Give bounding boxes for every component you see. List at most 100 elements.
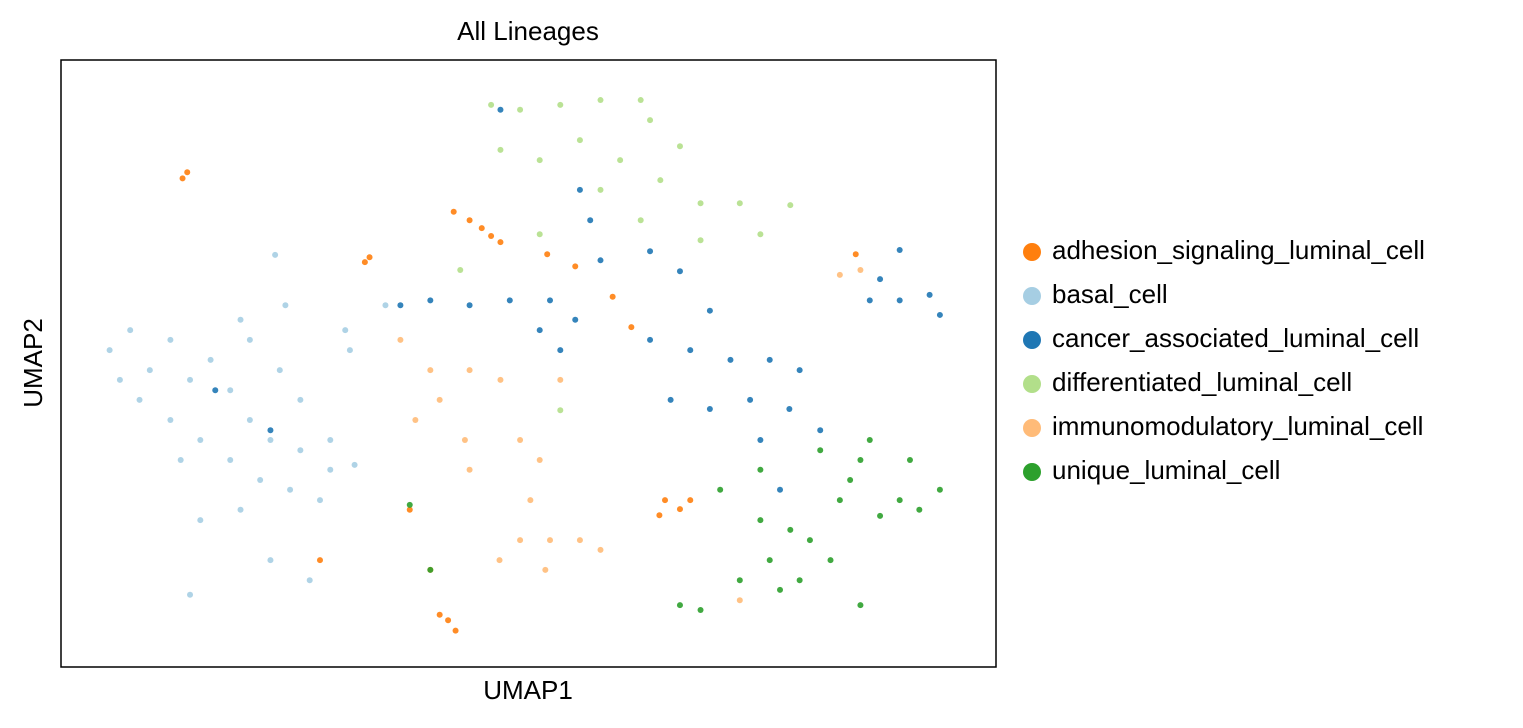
point — [257, 477, 264, 484]
point — [106, 347, 113, 354]
legend-label: adhesion_signaling_luminal_cell — [1052, 235, 1425, 265]
point — [757, 466, 764, 473]
point — [697, 237, 704, 244]
point — [466, 466, 473, 473]
point — [587, 217, 594, 224]
point — [687, 347, 694, 354]
point — [287, 486, 294, 493]
point — [187, 376, 194, 383]
point — [757, 231, 764, 238]
point — [597, 546, 604, 553]
point — [136, 396, 143, 403]
point — [667, 396, 674, 403]
point — [916, 506, 923, 513]
point — [406, 506, 413, 513]
point — [297, 447, 304, 454]
point — [676, 268, 683, 275]
point — [267, 557, 274, 564]
point — [866, 297, 873, 304]
legend-marker — [1023, 463, 1041, 481]
point — [796, 577, 803, 584]
point — [167, 416, 174, 423]
point — [806, 537, 813, 544]
point — [427, 297, 434, 304]
point — [457, 267, 464, 274]
point — [478, 225, 485, 232]
point — [542, 566, 549, 573]
point — [676, 143, 683, 150]
point — [177, 457, 184, 464]
point — [628, 324, 635, 331]
point — [536, 457, 543, 464]
point — [736, 597, 743, 604]
point — [736, 577, 743, 584]
point — [906, 457, 913, 464]
point — [857, 267, 864, 274]
point — [936, 311, 943, 318]
point — [786, 406, 793, 413]
point — [557, 347, 564, 354]
points — [106, 97, 943, 634]
point — [637, 217, 644, 224]
point — [766, 557, 773, 564]
point — [827, 557, 834, 564]
point — [647, 248, 654, 255]
point — [496, 557, 503, 564]
point — [306, 577, 313, 584]
point — [736, 200, 743, 207]
point — [179, 175, 186, 182]
point — [267, 436, 274, 443]
point — [167, 336, 174, 343]
point — [657, 177, 664, 184]
point — [926, 291, 933, 298]
point — [227, 387, 234, 394]
point — [647, 117, 654, 124]
point — [327, 466, 334, 473]
point — [517, 106, 524, 113]
point — [406, 501, 413, 508]
point — [450, 208, 457, 215]
point — [276, 367, 283, 374]
point — [796, 367, 803, 374]
point — [207, 356, 214, 363]
point — [427, 566, 434, 573]
point — [777, 486, 784, 493]
point — [787, 202, 794, 209]
point — [647, 336, 654, 343]
point — [597, 257, 604, 264]
point — [727, 356, 734, 363]
point — [246, 336, 253, 343]
point — [536, 231, 543, 238]
point — [557, 376, 564, 383]
point — [676, 602, 683, 609]
point — [282, 302, 289, 309]
point — [697, 606, 704, 613]
point — [836, 497, 843, 504]
point — [706, 406, 713, 413]
point — [697, 200, 704, 207]
point — [497, 106, 504, 113]
point — [576, 137, 583, 144]
point — [852, 251, 859, 258]
legend-label: unique_luminal_cell — [1052, 455, 1280, 485]
plot-frame — [60, 59, 997, 668]
chart-title: All Lineages — [457, 16, 599, 46]
x-axis-label: UMAP1 — [483, 675, 573, 705]
point — [857, 602, 864, 609]
point — [717, 486, 724, 493]
point — [466, 302, 473, 309]
point — [351, 461, 358, 468]
y-axis-label: UMAP2 — [18, 318, 48, 408]
legend-marker — [1023, 287, 1041, 305]
point — [361, 259, 368, 266]
point — [461, 436, 468, 443]
point — [316, 557, 323, 564]
point — [237, 316, 244, 323]
legend-label: differentiated_luminal_cell — [1052, 367, 1352, 397]
point — [184, 169, 191, 176]
point — [466, 217, 473, 224]
point — [452, 627, 459, 634]
point — [397, 302, 404, 309]
point — [866, 436, 873, 443]
